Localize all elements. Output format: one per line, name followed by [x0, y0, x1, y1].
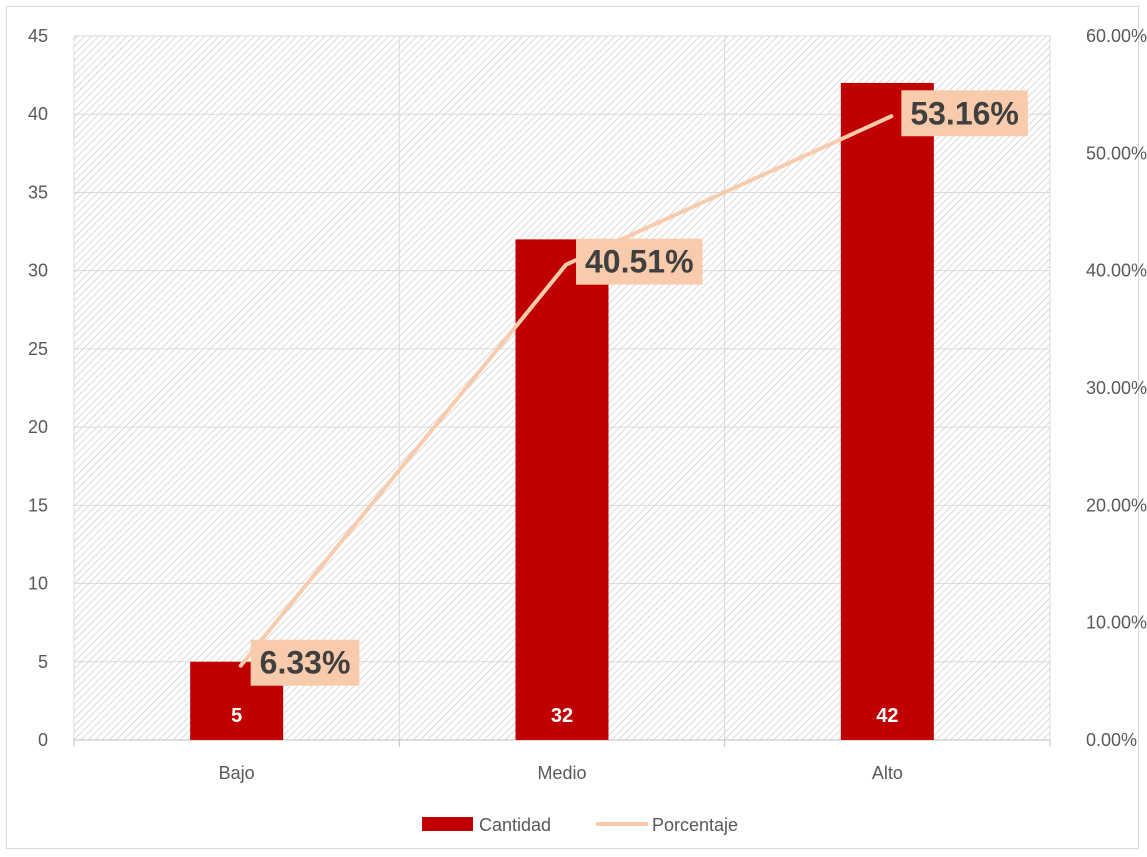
bar-data-label: 5: [231, 705, 242, 727]
bar-data-label: 42: [876, 705, 898, 727]
right-tick-label: 30.00%: [1086, 378, 1147, 398]
left-tick-label: 40: [28, 104, 48, 124]
bar: [841, 83, 934, 740]
line-data-label: 53.16%: [901, 90, 1028, 136]
bar-data-label: 32: [551, 705, 573, 727]
right-tick-label: 50.00%: [1086, 143, 1147, 163]
x-tick-label: Bajo: [219, 763, 255, 783]
line-data-label-text: 53.16%: [910, 95, 1019, 131]
left-tick-label: 25: [28, 339, 48, 359]
line-data-label: 6.33%: [251, 640, 360, 686]
line-data-label-text: 6.33%: [260, 645, 351, 681]
left-tick-label: 35: [28, 182, 48, 202]
right-tick-label: 10.00%: [1086, 613, 1147, 633]
right-axis: 0.00% 10.00% 20.00% 30.00% 40.00% 50.00% 60.00…: [1086, 26, 1147, 750]
right-tick-label: 60.00%: [1086, 26, 1147, 46]
right-tick-label: 0.00%: [1086, 730, 1137, 750]
legend-label-porcentaje: Porcentaje: [652, 815, 738, 835]
left-tick-label: 5: [38, 652, 48, 672]
left-tick-label: 45: [28, 26, 48, 46]
left-tick-label: 15: [28, 495, 48, 515]
left-tick-label: 30: [28, 261, 48, 281]
line-data-label-text: 40.51%: [585, 244, 694, 280]
left-axis: 0 5 10 15 20 25 30 35 40 45: [28, 26, 48, 750]
legend-swatch-cantidad: [422, 817, 473, 831]
x-axis: Bajo Medio Alto: [219, 763, 903, 783]
left-tick-label: 20: [28, 417, 48, 437]
right-tick-label: 20.00%: [1086, 495, 1147, 515]
x-tick-label: Medio: [537, 763, 586, 783]
line-data-label: 40.51%: [576, 239, 703, 285]
left-tick-label: 0: [38, 730, 48, 750]
legend-label-cantidad: Cantidad: [479, 815, 551, 835]
right-tick-label: 40.00%: [1086, 261, 1147, 281]
x-tick-label: Alto: [872, 763, 903, 783]
bar: [516, 239, 609, 740]
left-tick-label: 10: [28, 574, 48, 594]
legend: Cantidad Porcentaje: [422, 815, 738, 835]
